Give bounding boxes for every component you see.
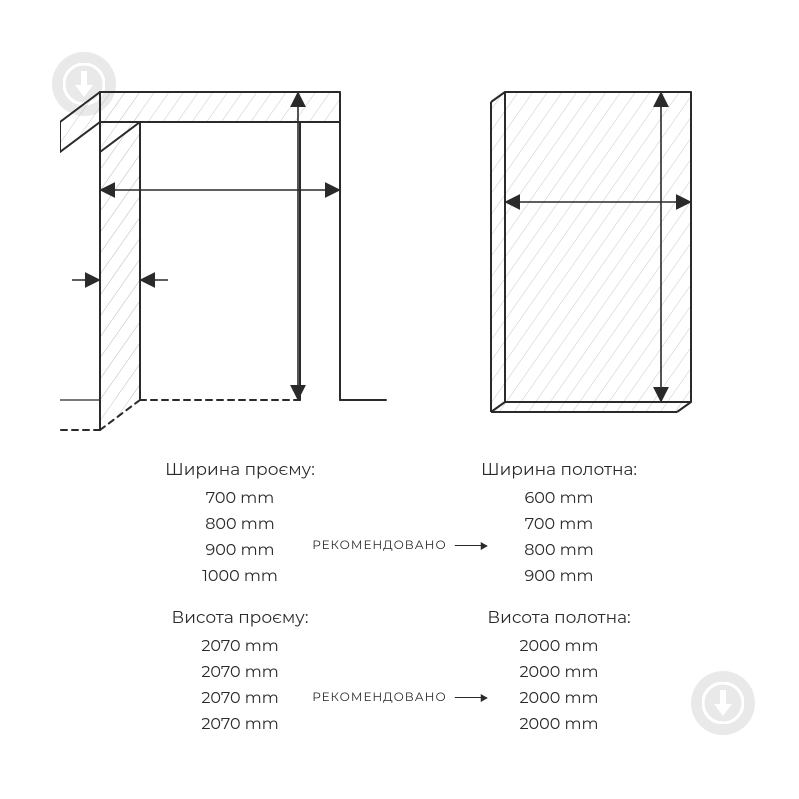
door-slab-diagram xyxy=(481,82,711,422)
slab-width-value: 700 mm xyxy=(439,512,679,538)
opening-height-value: 2070 mm xyxy=(120,712,360,738)
slab-width-value: 900 mm xyxy=(439,564,679,590)
door-opening-diagram xyxy=(60,80,390,450)
slab-width-group: Ширина полотна: 600 mm 700 mm 800 mm 900… xyxy=(439,460,679,590)
slab-height-heading: Висота полотна: xyxy=(439,608,679,628)
recommended-label: РЕКОМЕНДОВАНО xyxy=(312,538,487,553)
opening-width-value: 700 mm xyxy=(120,486,360,512)
recommended-label: РЕКОМЕНДОВАНО xyxy=(312,690,487,705)
dimensions-table: Ширина проєму: 700 mm 800 mm 900 mm 1000… xyxy=(0,460,799,780)
opening-height-value: 2070 mm xyxy=(120,660,360,686)
opening-height-heading: Висота проєму: xyxy=(120,608,360,628)
slab-height-group: Висота полотна: 2000 mm 2000 mm 2000 mm … xyxy=(439,608,679,738)
slab-width-heading: Ширина полотна: xyxy=(439,460,679,480)
opening-height-group: Висота проєму: 2070 mm 2070 mm 2070 mm 2… xyxy=(120,608,360,738)
slab-height-value: 2000 mm xyxy=(439,660,679,686)
opening-width-value: 1000 mm xyxy=(120,564,360,590)
slab-width-value: 600 mm xyxy=(439,486,679,512)
opening-width-heading: Ширина проєму: xyxy=(120,460,360,480)
opening-width-group: Ширина проєму: 700 mm 800 mm 900 mm 1000… xyxy=(120,460,360,590)
slab-height-value: 2000 mm xyxy=(439,712,679,738)
opening-width-value: 800 mm xyxy=(120,512,360,538)
slab-height-value: 2000 mm xyxy=(439,634,679,660)
opening-height-value: 2070 mm xyxy=(120,634,360,660)
